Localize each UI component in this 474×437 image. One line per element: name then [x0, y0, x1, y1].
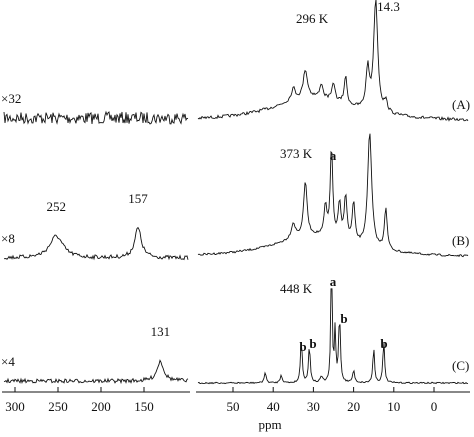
- assignment: a: [330, 148, 337, 163]
- scale-label: ×32: [1, 91, 21, 106]
- assignment: b: [299, 339, 306, 354]
- tick-label: 30: [307, 399, 320, 414]
- tick-label: 0: [431, 399, 438, 414]
- peak-label: 14.3: [377, 0, 400, 14]
- tick-label: 10: [387, 399, 400, 414]
- panel-label: (C): [452, 358, 469, 373]
- temperature: 448 K: [280, 281, 313, 296]
- spectrum: [197, 133, 469, 258]
- assignment: b: [309, 336, 316, 351]
- spectrum-wide: [3, 359, 189, 385]
- tick-label: 150: [134, 399, 154, 414]
- spectrum-wide: [4, 226, 189, 261]
- assignment: b: [380, 336, 387, 351]
- panel-label: (A): [452, 97, 470, 112]
- temperature: 373 K: [280, 146, 313, 161]
- axis-label: ppm: [258, 417, 281, 432]
- spectrum-wide: [3, 110, 189, 125]
- peak-label: 157: [128, 191, 148, 206]
- assignment: b: [340, 311, 347, 326]
- tick-label: 200: [91, 399, 111, 414]
- scale-label: ×4: [1, 354, 15, 369]
- temperature: 296 K: [296, 11, 329, 26]
- tick-label: 250: [48, 399, 68, 414]
- tick-label: 300: [5, 399, 25, 414]
- peak-label: 131: [151, 324, 171, 339]
- spectrum: [197, 0, 469, 122]
- scale-label: ×8: [1, 231, 15, 246]
- peak-label: 252: [47, 199, 67, 214]
- spectrum: [197, 288, 469, 385]
- tick-label: 50: [227, 399, 240, 414]
- assignment: a: [330, 274, 337, 289]
- tick-label: 40: [267, 399, 280, 414]
- panel-label: (B): [452, 233, 469, 248]
- tick-label: 20: [347, 399, 360, 414]
